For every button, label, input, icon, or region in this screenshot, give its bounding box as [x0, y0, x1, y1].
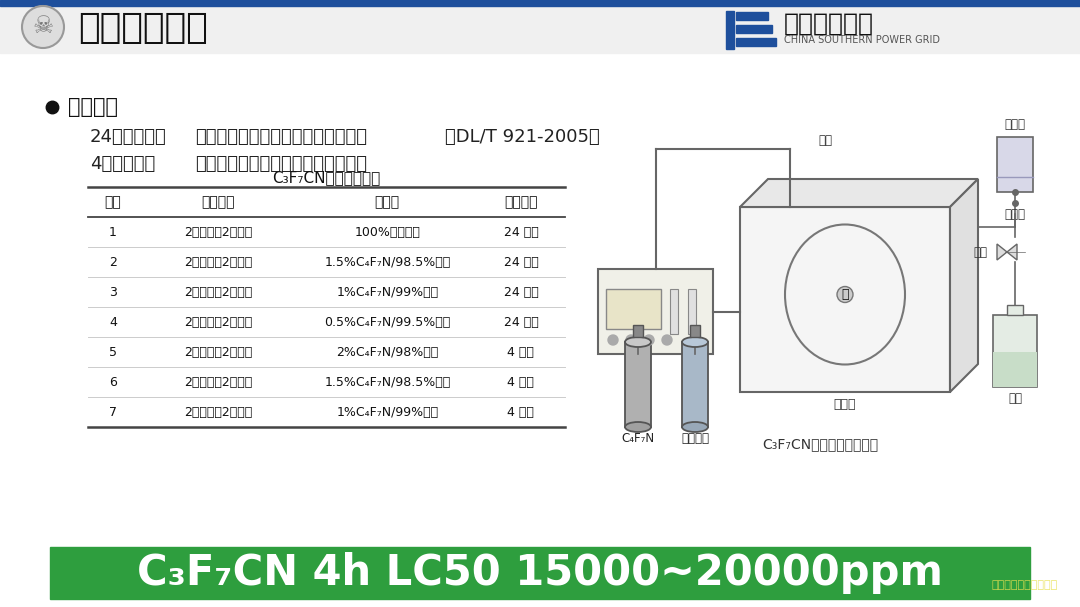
- Text: 4 小时: 4 小时: [508, 405, 535, 418]
- Circle shape: [837, 287, 853, 302]
- Ellipse shape: [681, 337, 708, 347]
- Circle shape: [626, 335, 636, 345]
- Polygon shape: [950, 179, 978, 392]
- Text: 7: 7: [109, 405, 117, 418]
- Text: （DL/T 921-2005）: （DL/T 921-2005）: [445, 128, 599, 146]
- Text: C₃F₇CN急性毒性测试平台: C₃F₇CN急性毒性测试平台: [761, 437, 878, 451]
- Text: 🐀: 🐀: [841, 288, 849, 301]
- Polygon shape: [740, 179, 978, 207]
- Text: 4 小时: 4 小时: [508, 376, 535, 388]
- Polygon shape: [1007, 244, 1017, 260]
- Bar: [993, 352, 1037, 387]
- Text: 《全球化学品统一分类和标签制度》: 《全球化学品统一分类和标签制度》: [195, 155, 367, 173]
- Text: ☠: ☠: [32, 14, 54, 38]
- Bar: [633, 325, 643, 337]
- Text: 气管: 气管: [818, 135, 832, 148]
- Text: 干燥空气: 干燥空气: [681, 433, 708, 446]
- Bar: [0, 0, 1080, 6]
- Text: 100%干燥空气: 100%干燥空气: [354, 225, 420, 239]
- Bar: [1007, 305, 1023, 315]
- Text: 1: 1: [109, 225, 117, 239]
- Text: 参考标准: 参考标准: [68, 97, 118, 117]
- Text: CHINA SOUTHERN POWER GRID: CHINA SOUTHERN POWER GRID: [784, 35, 940, 45]
- Text: 中国南方电网: 中国南方电网: [784, 12, 874, 36]
- Text: C₃F₇CN 4h LC50 15000~20000ppm: C₃F₇CN 4h LC50 15000~20000ppm: [137, 552, 943, 594]
- Bar: [690, 325, 700, 337]
- Text: 24 小时: 24 小时: [503, 256, 538, 268]
- Text: 2只雄性，2只雌性: 2只雄性，2只雌性: [184, 376, 252, 388]
- Circle shape: [608, 335, 618, 345]
- Bar: [740, 207, 950, 392]
- Text: 饮用水: 饮用水: [1004, 118, 1026, 132]
- Text: 6: 6: [109, 376, 117, 388]
- Ellipse shape: [625, 422, 651, 432]
- Text: 2只雄性，2只雌性: 2只雄性，2只雌性: [184, 345, 252, 359]
- Text: 0.5%C₄F₇N/99.5%空气: 0.5%C₄F₇N/99.5%空气: [324, 316, 450, 328]
- Ellipse shape: [625, 337, 651, 347]
- Text: 1%C₄F₇N/99%空气: 1%C₄F₇N/99%空气: [336, 285, 438, 299]
- Text: 混合比: 混合比: [375, 195, 400, 209]
- Text: 24 小时: 24 小时: [503, 285, 538, 299]
- Text: 24 小时: 24 小时: [503, 225, 538, 239]
- Text: 3: 3: [109, 285, 117, 299]
- Bar: [625, 342, 651, 427]
- Text: 配气仪: 配气仪: [623, 300, 645, 313]
- Text: 碱液: 碱液: [1008, 393, 1022, 405]
- Circle shape: [662, 335, 672, 345]
- Text: 组数: 组数: [105, 195, 121, 209]
- Text: 急性毒性实验: 急性毒性实验: [78, 11, 207, 45]
- Bar: [0, 0, 1080, 53]
- Text: C₃F₇CN毒性测试条件: C₃F₇CN毒性测试条件: [272, 171, 380, 186]
- Text: 动物组成: 动物组成: [201, 195, 234, 209]
- Bar: [735, 12, 768, 20]
- Text: 阀门: 阀门: [973, 245, 987, 259]
- Bar: [681, 342, 708, 427]
- Text: 染毒箱: 染毒箱: [834, 399, 856, 412]
- Text: 《六氟化硫气体毒性生物试验方法》: 《六氟化硫气体毒性生物试验方法》: [195, 128, 367, 146]
- Text: 1.5%C₄F₇N/98.5%空气: 1.5%C₄F₇N/98.5%空气: [324, 376, 450, 388]
- Text: 2只雄性，2只雌性: 2只雄性，2只雌性: [184, 316, 252, 328]
- Bar: [606, 289, 661, 329]
- Bar: [735, 38, 777, 46]
- Text: 4小时暴露：: 4小时暴露：: [90, 155, 156, 173]
- Bar: [670, 289, 678, 334]
- Text: 《电工技术学报》定稿: 《电工技术学报》定稿: [991, 580, 1058, 590]
- Text: 2只雄性，2只雌性: 2只雄性，2只雌性: [184, 285, 252, 299]
- Text: 24小时暴露：: 24小时暴露：: [90, 128, 166, 146]
- Bar: [993, 315, 1037, 387]
- Polygon shape: [997, 244, 1007, 260]
- Circle shape: [644, 335, 654, 345]
- Text: 1%C₄F₇N/99%空气: 1%C₄F₇N/99%空气: [336, 405, 438, 418]
- Text: 2%C₄F₇N/98%空气: 2%C₄F₇N/98%空气: [336, 345, 438, 359]
- Text: 4 小时: 4 小时: [508, 345, 535, 359]
- Text: 1.5%C₄F₇N/98.5%空气: 1.5%C₄F₇N/98.5%空气: [324, 256, 450, 268]
- Text: 2: 2: [109, 256, 117, 268]
- Bar: [598, 269, 713, 354]
- Text: 暴露时间: 暴露时间: [504, 195, 538, 209]
- Bar: [735, 25, 772, 33]
- Text: 2只雄性，2只雌性: 2只雄性，2只雌性: [184, 225, 252, 239]
- Text: 2只雄性，2只雌性: 2只雄性，2只雌性: [184, 256, 252, 268]
- Bar: [50, 547, 1030, 599]
- Text: 出气孔: 出气孔: [1004, 208, 1026, 220]
- Ellipse shape: [681, 422, 708, 432]
- Text: 4: 4: [109, 316, 117, 328]
- Text: 24 小时: 24 小时: [503, 316, 538, 328]
- Bar: [688, 289, 696, 334]
- Circle shape: [22, 6, 64, 48]
- Text: 2只雄性，2只雌性: 2只雄性，2只雌性: [184, 405, 252, 418]
- Bar: [726, 11, 734, 49]
- Text: C₄F₇N: C₄F₇N: [621, 433, 654, 446]
- Text: 5: 5: [109, 345, 117, 359]
- Bar: [997, 137, 1032, 192]
